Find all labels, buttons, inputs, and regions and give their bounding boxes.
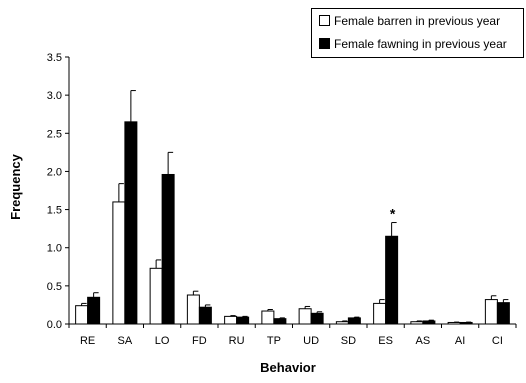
bar-barren xyxy=(298,308,312,325)
x-tick-label: FD xyxy=(192,335,207,347)
bar-barren xyxy=(410,321,424,325)
x-axis-title: Behavior xyxy=(260,360,316,375)
bar-barren xyxy=(447,321,461,325)
bar-barren xyxy=(484,299,498,325)
bar-barren xyxy=(373,302,387,325)
x-tick-label: TP xyxy=(267,335,281,347)
bar-fawning xyxy=(236,316,250,325)
y-tick-label: 1.5 xyxy=(47,205,62,217)
legend-swatch-white xyxy=(319,15,330,26)
bar-fawning xyxy=(347,317,361,325)
y-tick-label: 0.5 xyxy=(47,281,62,293)
bar-barren xyxy=(112,201,126,325)
significance-marker: * xyxy=(390,206,396,222)
bar-barren xyxy=(335,321,349,325)
bar-barren xyxy=(224,315,238,325)
axis-labels: Frequency Behavior xyxy=(8,153,316,375)
x-tick-label: ES xyxy=(378,335,393,347)
bar-fawning xyxy=(87,296,101,325)
bar-barren xyxy=(186,294,200,325)
legend-item-barren: Female barren in previous year xyxy=(319,13,500,29)
x-tick-label: RE xyxy=(80,335,95,347)
y-tick-label: 2.0 xyxy=(47,166,62,178)
bar-barren xyxy=(261,310,275,325)
y-tick-label: 3.0 xyxy=(47,90,62,102)
bar-fawning xyxy=(422,320,436,325)
x-tick-label: SD xyxy=(341,335,356,347)
bar-fawning xyxy=(124,121,138,325)
y-tick-label: 1.0 xyxy=(47,243,62,255)
bar-fawning xyxy=(459,321,473,325)
x-tick-label: CI xyxy=(492,335,503,347)
bar-fawning xyxy=(496,302,510,325)
bar-fawning xyxy=(310,312,324,325)
legend-label: Female barren in previous year xyxy=(334,14,501,28)
legend-item-fawning: Female fawning in previous year xyxy=(319,36,507,52)
legend-label: Female fawning in previous year xyxy=(334,37,507,51)
x-tick-label: LO xyxy=(155,335,170,347)
y-tick-label: 3.5 xyxy=(47,52,62,64)
bar-barren xyxy=(149,267,163,325)
x-tick-label: AI xyxy=(455,335,465,347)
bar-fawning xyxy=(273,318,287,325)
bar-fawning xyxy=(198,306,212,325)
x-tick-label: AS xyxy=(416,335,431,347)
bar-fawning xyxy=(385,235,399,325)
y-tick-label: 2.5 xyxy=(47,128,62,140)
y-axis-title: Frequency xyxy=(8,153,23,220)
legend-swatch-black xyxy=(319,38,330,49)
x-tick-label: RU xyxy=(229,335,245,347)
legend: Female barren in previous year Female fa… xyxy=(311,8,524,58)
bar-barren xyxy=(75,305,89,325)
bar-fawning xyxy=(161,173,175,325)
bars: * xyxy=(75,90,510,325)
x-tick-label: UD xyxy=(303,335,319,347)
x-tick-label: SA xyxy=(118,335,133,347)
y-tick-label: 0.0 xyxy=(47,319,62,331)
axes: 0.0 0.5 1.0 1.5 2.0 2.5 3.0 3.5 RE SA LO FD RU TP UD SD… xyxy=(47,52,517,347)
